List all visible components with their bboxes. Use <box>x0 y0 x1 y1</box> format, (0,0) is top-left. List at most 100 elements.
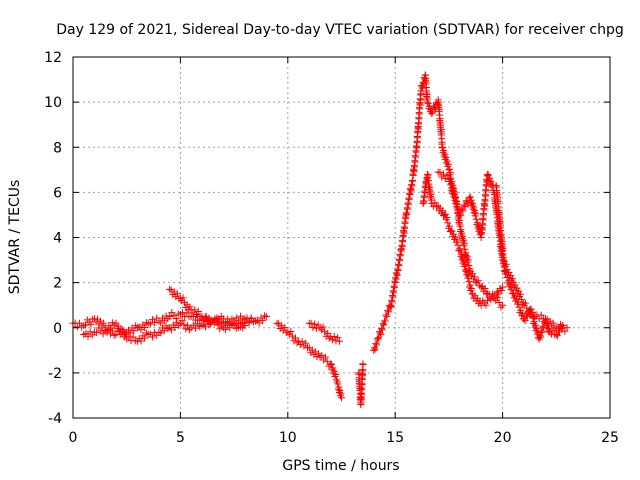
data-point <box>486 174 494 182</box>
data-point <box>215 315 223 323</box>
data-point <box>472 210 480 218</box>
data-point <box>261 312 269 320</box>
data-point <box>431 199 439 207</box>
data-point <box>384 308 392 316</box>
data-point <box>237 320 245 328</box>
data-point <box>166 285 174 293</box>
data-point <box>224 321 232 329</box>
y-tick-label: 12 <box>44 50 62 66</box>
data-point <box>454 206 462 214</box>
data-point <box>400 229 408 237</box>
data-point <box>281 324 289 332</box>
data-point <box>126 329 134 337</box>
data-point <box>465 261 473 269</box>
data-point <box>374 335 382 343</box>
axis-ticks: 0 5 10 15 20 25 -4 -2 0 2 4 6 8 10 12 <box>44 50 619 446</box>
data-point <box>450 191 458 199</box>
data-point <box>103 327 111 335</box>
data-point <box>293 339 301 347</box>
data-point <box>288 332 296 340</box>
data-point <box>330 333 338 341</box>
data-point <box>451 194 459 202</box>
data-point <box>469 200 477 208</box>
data-point <box>482 301 490 309</box>
data-point <box>180 321 188 329</box>
data-point <box>463 253 471 261</box>
data-point <box>484 170 492 178</box>
data-point <box>378 326 386 334</box>
data-point <box>420 198 428 206</box>
data-point <box>444 219 452 227</box>
data-point <box>205 314 213 322</box>
data-point <box>399 238 407 246</box>
y-tick-label: 4 <box>53 231 62 247</box>
data-point <box>530 318 538 326</box>
data-point <box>563 324 571 332</box>
data-point <box>484 297 492 305</box>
data-point <box>444 160 452 168</box>
data-point <box>453 203 461 211</box>
chart-title: Day 129 of 2021, Sidereal Day-to-day VTE… <box>56 22 624 38</box>
data-point <box>459 254 467 262</box>
data-point <box>556 328 564 336</box>
data-point <box>467 196 475 204</box>
data-point <box>321 353 329 361</box>
data-point <box>477 283 485 291</box>
data-point <box>182 325 190 333</box>
data-point <box>262 312 270 320</box>
data-point <box>545 325 553 333</box>
data-point <box>396 257 404 265</box>
data-point <box>482 289 490 297</box>
data-point <box>373 341 381 349</box>
data-point <box>471 273 479 281</box>
data-point <box>474 222 482 230</box>
data-point <box>438 207 446 215</box>
data-point <box>481 284 489 292</box>
data-point <box>406 190 414 198</box>
data-point <box>191 324 199 332</box>
data-point <box>451 233 459 241</box>
data-point <box>438 173 446 181</box>
data-point <box>194 308 202 316</box>
data-point <box>401 219 409 227</box>
data-point <box>493 294 501 302</box>
data-point <box>412 153 420 161</box>
data-point <box>320 356 328 364</box>
y-tick-label: 10 <box>44 95 62 111</box>
data-point <box>141 334 149 342</box>
data-point <box>450 230 458 238</box>
data-point <box>275 320 283 328</box>
data-point <box>241 321 249 329</box>
data-point <box>307 319 315 327</box>
data-point <box>448 184 456 192</box>
data-point <box>466 193 474 201</box>
data-point <box>377 330 385 338</box>
data-point <box>222 325 230 333</box>
data-point <box>515 287 523 295</box>
data-point <box>521 317 529 325</box>
data-point <box>214 320 222 328</box>
data-point <box>407 187 415 195</box>
data-point <box>334 380 342 388</box>
data-point <box>300 342 308 350</box>
data-point <box>157 319 165 327</box>
data-point <box>160 327 168 335</box>
data-point <box>438 143 446 151</box>
data-point <box>207 318 215 326</box>
data-point <box>433 203 441 211</box>
x-tick-label: 10 <box>279 430 297 446</box>
x-axis-label: GPS time / hours <box>282 458 399 474</box>
data-point <box>446 175 454 183</box>
data-point <box>178 317 186 325</box>
data-point <box>409 176 417 184</box>
data-point <box>447 181 455 189</box>
x-tick-label: 20 <box>494 430 512 446</box>
data-point <box>110 331 118 339</box>
data-point <box>309 323 317 331</box>
data-point <box>405 195 413 203</box>
data-point <box>388 298 396 306</box>
data-point <box>553 332 561 340</box>
data-point <box>167 326 175 334</box>
data-point <box>84 332 92 340</box>
data-point <box>410 168 418 176</box>
